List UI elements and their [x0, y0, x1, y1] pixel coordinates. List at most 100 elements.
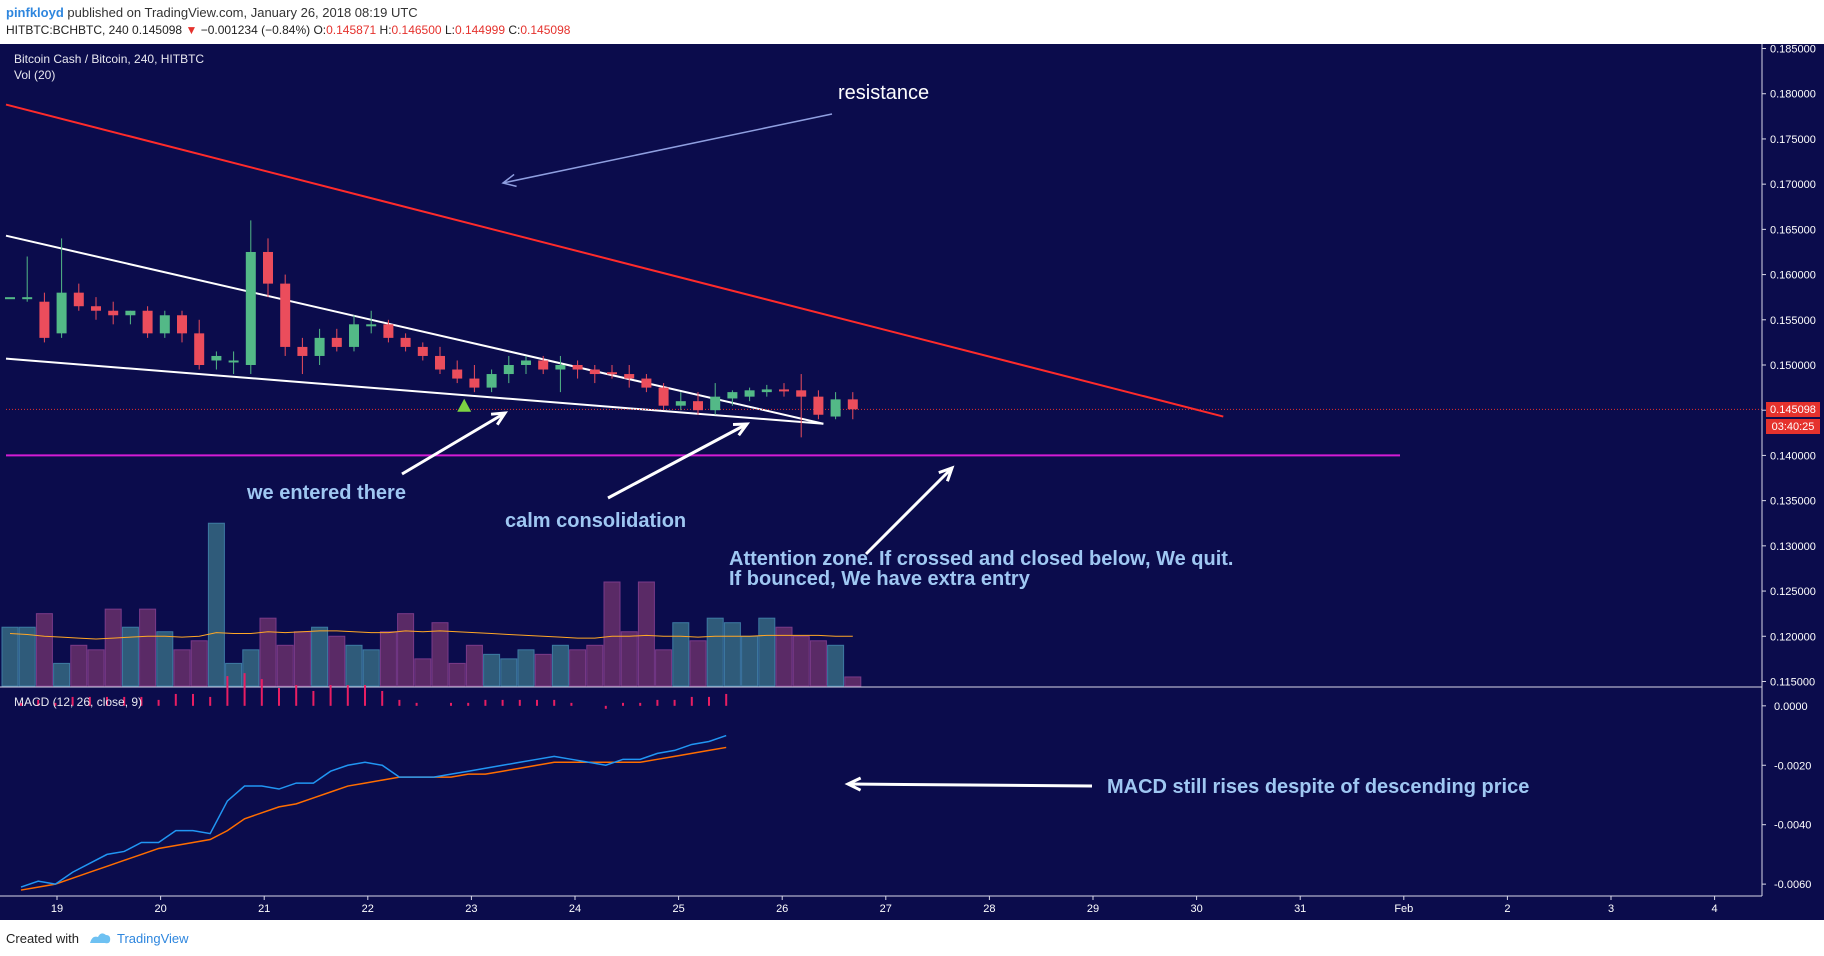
- open-label: O:: [313, 23, 327, 37]
- candle-body: [847, 399, 858, 410]
- volume-bar: [534, 653, 552, 687]
- candle-body: [521, 360, 531, 365]
- time-tick-label: 25: [672, 903, 684, 915]
- candle-body: [727, 392, 738, 399]
- volume-bar: [242, 649, 260, 687]
- volume-bar: [362, 649, 380, 687]
- entered-arrow: [401, 411, 506, 476]
- macd-tick-label: -0.0060: [1774, 879, 1811, 891]
- volume-bar: [328, 635, 346, 687]
- candle-body: [331, 337, 342, 347]
- volume-bar: [207, 522, 225, 687]
- candle-body: [589, 369, 600, 375]
- price-tick-label: 0.160000: [1770, 270, 1816, 282]
- annotation-entered: we entered there: [246, 482, 406, 504]
- time-badge-bg: [1766, 419, 1820, 434]
- volume-bar: [156, 631, 174, 687]
- volume-bar: [104, 608, 122, 687]
- candle-body: [624, 374, 635, 379]
- time-tick-label: 20: [154, 903, 166, 915]
- candle-body: [159, 315, 170, 334]
- macd-tick-label: -0.0040: [1774, 820, 1811, 832]
- lower-trend-line: [5, 357, 824, 425]
- volume-bar: [672, 622, 690, 687]
- volume-bar: [517, 649, 535, 687]
- chart-svg[interactable]: 0.185000 0.180000 0.175000 0.170000 0.165000…: [0, 44, 1824, 920]
- time-tick-label: 22: [362, 903, 374, 915]
- volume-bar: [53, 662, 71, 687]
- time-tick-label: 26: [776, 903, 788, 915]
- volume-bar: [655, 649, 673, 687]
- candle-body: [830, 399, 841, 417]
- price-tick-label: 0.175000: [1770, 134, 1816, 146]
- price-tick-label: 0.170000: [1770, 179, 1816, 191]
- volume-bar: [345, 644, 363, 687]
- volume-bar: [723, 622, 741, 687]
- close-value: 0.145098: [520, 23, 571, 37]
- volume-bar: [414, 658, 432, 687]
- volume-bar: [465, 644, 483, 687]
- low-label: L:: [444, 23, 455, 37]
- tradingview-link[interactable]: TradingView: [117, 931, 189, 946]
- macd-signal-line: [20, 746, 727, 891]
- created-with-text: Created with: [6, 931, 79, 946]
- candle-body: [417, 346, 428, 356]
- time-tick-label: 28: [983, 903, 995, 915]
- volume-bar: [706, 617, 724, 687]
- candle-body: [108, 310, 119, 316]
- time-tick-label: 19: [51, 903, 63, 915]
- time-tick-label: 4: [1712, 903, 1718, 915]
- entry-marker-icon: [457, 398, 472, 412]
- candle-body: [486, 374, 497, 388]
- volume-bar: [758, 617, 776, 687]
- time-tick-label: 29: [1087, 903, 1099, 915]
- volume-bar: [809, 640, 827, 687]
- volume-bar: [311, 626, 329, 687]
- high-label: H:: [379, 23, 392, 37]
- upper-trend-line: [5, 234, 824, 425]
- chart-header: pinfkloyd published on TradingView.com, …: [0, 0, 1824, 44]
- volume-bar: [293, 631, 311, 687]
- time-badge: 03:40:25: [1772, 421, 1815, 433]
- volume-bar: [173, 649, 191, 687]
- price-tick-label: 0.130000: [1770, 541, 1816, 553]
- symbol-text: HITBTC:BCHBTC, 240: [6, 23, 129, 37]
- tradingview-logo-icon: [90, 933, 111, 944]
- time-tick-label: 27: [880, 903, 892, 915]
- volume-bar: [379, 631, 397, 687]
- volume-bar: [483, 653, 501, 687]
- volume-bar: [18, 626, 36, 687]
- macd-arrow-head: [844, 776, 862, 792]
- chart-background: [0, 44, 1824, 920]
- candle-body: [813, 396, 824, 415]
- volume-bar: [121, 626, 139, 687]
- candle-body: [22, 297, 33, 300]
- macd-tick-label: 0.0000: [1774, 701, 1808, 713]
- candle-body: [555, 365, 566, 370]
- chart-area[interactable]: 0.185000 0.180000 0.175000 0.170000 0.165000…: [0, 44, 1824, 920]
- candle-body: [641, 378, 652, 388]
- annotation-resistance: resistance: [838, 82, 929, 104]
- attention-arrow: [864, 466, 954, 556]
- candle-body: [297, 346, 308, 356]
- resistance-arrow-head: [501, 173, 517, 188]
- published-text: published on TradingView.com, January 26…: [67, 5, 418, 20]
- volume-bar: [87, 649, 105, 687]
- candle-body: [710, 396, 721, 411]
- price-tick-label: 0.165000: [1770, 224, 1816, 236]
- time-tick-label: 24: [569, 903, 581, 915]
- candle-body: [211, 355, 222, 361]
- volume-bar: [827, 644, 845, 687]
- price-tick-label: 0.155000: [1770, 315, 1816, 327]
- time-tick-label: 30: [1190, 903, 1202, 915]
- resistance-arrow: [502, 113, 833, 184]
- candle-body: [194, 333, 205, 365]
- author-link[interactable]: pinfkloyd: [6, 5, 64, 20]
- candle-body: [73, 292, 84, 307]
- candle-body: [435, 355, 445, 370]
- time-tick-label: 21: [258, 903, 270, 915]
- time-tick-label: 2: [1504, 903, 1510, 915]
- time-tick-label: 23: [465, 903, 477, 915]
- down-arrow-icon: ▼: [185, 23, 198, 37]
- volume-bar: [569, 649, 587, 687]
